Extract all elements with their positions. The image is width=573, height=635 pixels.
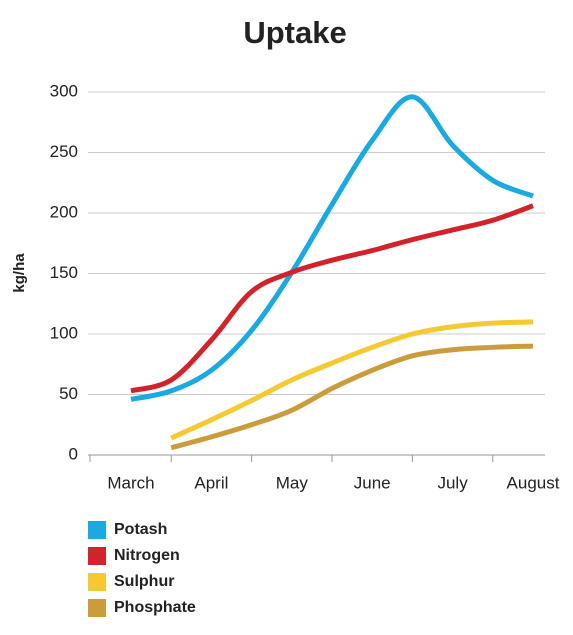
line bbox=[130, 94, 534, 402]
x-tick-label: June bbox=[354, 473, 391, 492]
y-tick-label: 250 bbox=[50, 142, 78, 161]
legend-label: Sulphur bbox=[114, 573, 174, 590]
line bbox=[130, 203, 534, 394]
x-tick-label: March bbox=[107, 473, 154, 492]
legend-swatch bbox=[88, 599, 106, 617]
x-tick-label: August bbox=[507, 473, 560, 492]
legend-label: Potash bbox=[114, 521, 167, 538]
x-tick-label: April bbox=[194, 473, 228, 492]
y-tick-label: 0 bbox=[69, 444, 78, 463]
y-tick-label: 50 bbox=[59, 384, 78, 403]
y-tick-label: 100 bbox=[50, 323, 78, 342]
y-axis-label: kg/ha bbox=[11, 253, 28, 293]
y-tick-label: 150 bbox=[50, 263, 78, 282]
x-tick-label: May bbox=[276, 473, 309, 492]
line bbox=[170, 343, 534, 451]
y-tick-label: 200 bbox=[50, 202, 78, 221]
y-tick-label: 300 bbox=[50, 81, 78, 100]
legend-label: Nitrogen bbox=[114, 547, 180, 564]
line bbox=[170, 319, 534, 441]
legend-swatch bbox=[88, 521, 106, 539]
legend-swatch bbox=[88, 573, 106, 591]
legend-swatch bbox=[88, 547, 106, 565]
legend-label: Phosphate bbox=[114, 599, 196, 616]
chart-title: Uptake bbox=[243, 15, 346, 50]
x-tick-label: July bbox=[437, 473, 468, 492]
